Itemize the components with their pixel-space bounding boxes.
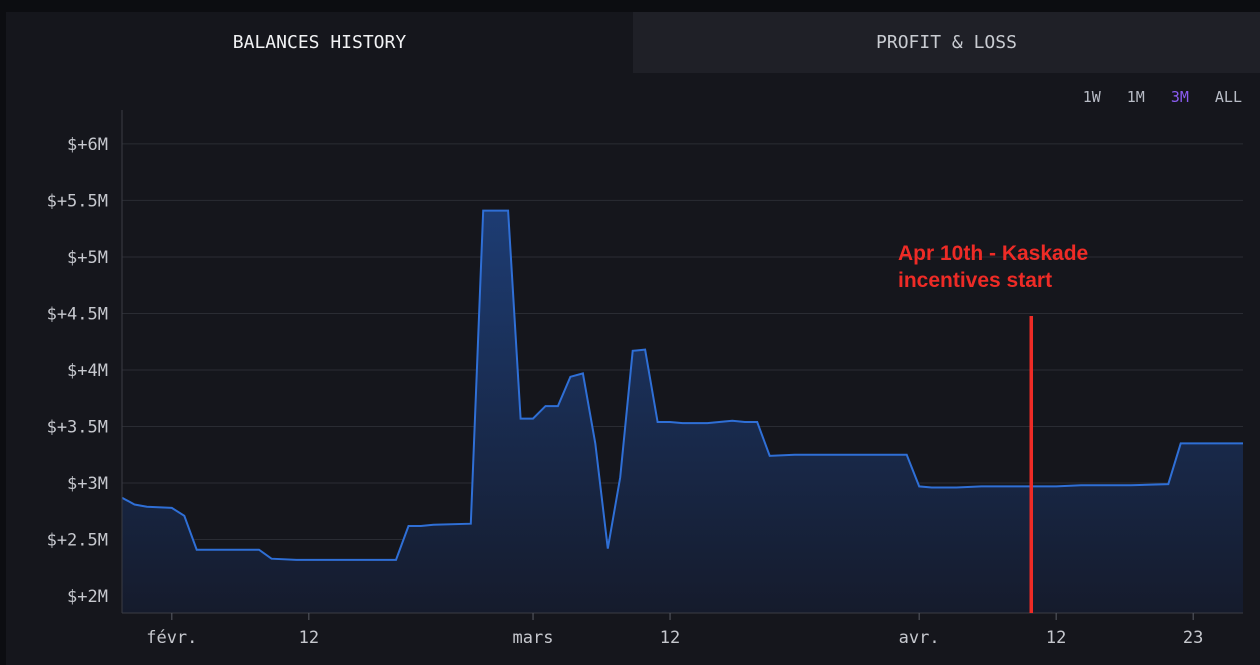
x-tick-label: févr. (146, 628, 197, 648)
range-3m-button[interactable]: 3M (1170, 88, 1189, 106)
tab-bar: BALANCES HISTORY PROFIT & LOSS (6, 12, 1260, 73)
y-tick-label: $+2M (67, 587, 108, 607)
range-all-button[interactable]: ALL (1214, 88, 1242, 106)
x-tick-label: 12 (299, 628, 319, 648)
range-selector: 1W 1M 3M ALL (1083, 88, 1242, 106)
x-tick-label: 12 (660, 628, 680, 648)
y-tick-label: $+5.5M (47, 191, 108, 211)
range-1m-button[interactable]: 1M (1126, 88, 1145, 106)
tab-profit-loss[interactable]: PROFIT & LOSS (633, 12, 1260, 73)
y-tick-label: $+2.5M (47, 531, 108, 551)
tab-balances-history[interactable]: BALANCES HISTORY (6, 12, 633, 73)
balance-line (121, 209, 1243, 561)
balance-area (122, 210, 1243, 613)
y-tick-label: $+3M (67, 474, 108, 494)
x-tick-label: mars (513, 628, 554, 648)
x-tick-label: 23 (1183, 628, 1203, 648)
annotation-label: Apr 10th - Kaskade incentives start (898, 242, 1089, 292)
y-axis-ticks: $+2M $+2.5M $+3M $+3.5M $+4M $+4.5M $+5M $+5.5M… (47, 135, 108, 607)
x-axis-ticks: févr. 12 mars 12 avr. 12 23 (146, 613, 1203, 648)
y-tick-label: $+3.5M (47, 417, 108, 437)
y-tick-label: $+5M (67, 248, 108, 268)
x-tick-label: 12 (1046, 628, 1066, 648)
y-tick-label: $+6M (67, 135, 108, 155)
y-tick-label: $+4M (67, 361, 108, 381)
x-tick-label: avr. (899, 628, 940, 648)
range-1w-button[interactable]: 1W (1082, 88, 1101, 106)
y-tick-label: $+4.5M (47, 304, 108, 324)
